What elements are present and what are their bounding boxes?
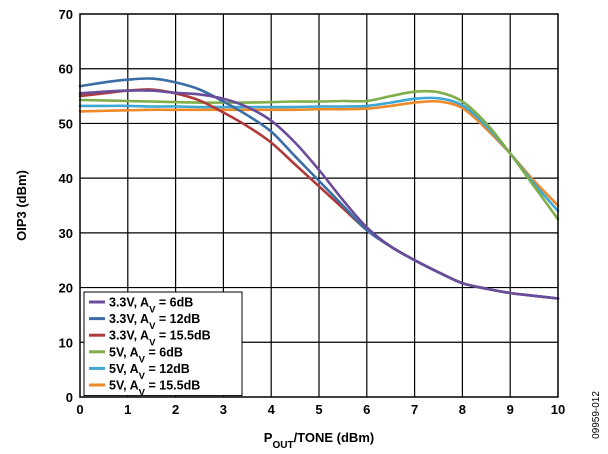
y-tick-label: 10: [59, 335, 73, 350]
x-tick-label: 8: [459, 402, 466, 417]
legend-label-main: 5V, A: [109, 345, 139, 359]
x-axis-title-main: P: [264, 430, 273, 445]
y-tick-label: 70: [59, 7, 73, 22]
x-tick-label: 5: [315, 402, 322, 417]
legend-label-1: 3.3V, AV = 12dB: [109, 312, 200, 332]
series-line-4: [78, 96, 560, 213]
x-axis-title: POUT/TONE (dBm): [264, 430, 374, 451]
x-tick-label: 0: [76, 402, 83, 417]
legend-label-sub: V: [139, 370, 146, 381]
x-tick-label: 2: [172, 402, 179, 417]
legend-label-sub: V: [149, 321, 156, 332]
legend-label-rest: = 12dB: [145, 362, 190, 376]
x-tick-label: 10: [551, 402, 565, 417]
x-tick-label: 1: [124, 402, 131, 417]
series-line-0: [78, 89, 560, 300]
legend-label-4: 5V, AV = 12dB: [109, 362, 190, 382]
legend-label-main: 5V, A: [109, 379, 139, 393]
legend-label-sub: V: [149, 337, 156, 348]
series-lines: [78, 77, 560, 300]
legend-label-main: 5V, A: [109, 362, 139, 376]
legend-box: [83, 291, 243, 397]
x-tick-label: 9: [507, 402, 514, 417]
legend-label-main: 3.3V, A: [109, 312, 149, 326]
legend-label-rest: = 15.5dB: [145, 379, 200, 393]
legend-label-main: 3.3V, A: [109, 329, 149, 343]
y-tick-label: 50: [59, 116, 73, 131]
series-line-3: [78, 89, 560, 221]
legend-label-main: 3.3V, A: [109, 296, 149, 310]
y-tick-label: 60: [59, 62, 73, 77]
legend-label-rest: = 6dB: [145, 345, 183, 359]
plot-frame: [79, 13, 559, 398]
legend-label-sub: V: [139, 354, 146, 365]
legend-label-sub: V: [139, 387, 146, 398]
x-axis-title-rest: /TONE (dBm): [294, 430, 375, 445]
legend-label-rest: = 15.5dB: [155, 329, 210, 343]
x-tick-label: 4: [268, 402, 276, 417]
y-tick-label: 0: [66, 390, 73, 405]
legend-label-rest: = 12dB: [155, 312, 200, 326]
y-tick-label: 30: [59, 226, 73, 241]
y-tick-label: 40: [59, 171, 73, 186]
grid-lines: [80, 14, 558, 397]
y-tick-label: 20: [59, 281, 73, 296]
figure-id: 09959-012: [591, 391, 602, 439]
x-tick-labels: 0 1 2 3 4 5 6 7 8 9 10: [76, 402, 565, 417]
x-axis-title-sub: OUT: [272, 440, 293, 451]
y-axis-title: OIP3 (dBm): [14, 170, 29, 241]
legend-label-5: 5V, AV = 15.5dB: [109, 379, 200, 399]
series-line-5: [78, 99, 560, 207]
x-tick-label: 3: [220, 402, 227, 417]
legend-label-sub: V: [149, 304, 156, 315]
y-tick-labels: 0 10 20 30 40 50 60 70: [59, 7, 73, 405]
legend-label-0: 3.3V, AV = 6dB: [109, 296, 193, 316]
legend-label-2: 3.3V, AV = 15.5dB: [109, 329, 211, 349]
legend-label-rest: = 6dB: [155, 296, 193, 310]
legend-label-3: 5V, AV = 6dB: [109, 345, 183, 365]
x-tick-label: 6: [363, 402, 370, 417]
x-tick-label: 7: [411, 402, 418, 417]
